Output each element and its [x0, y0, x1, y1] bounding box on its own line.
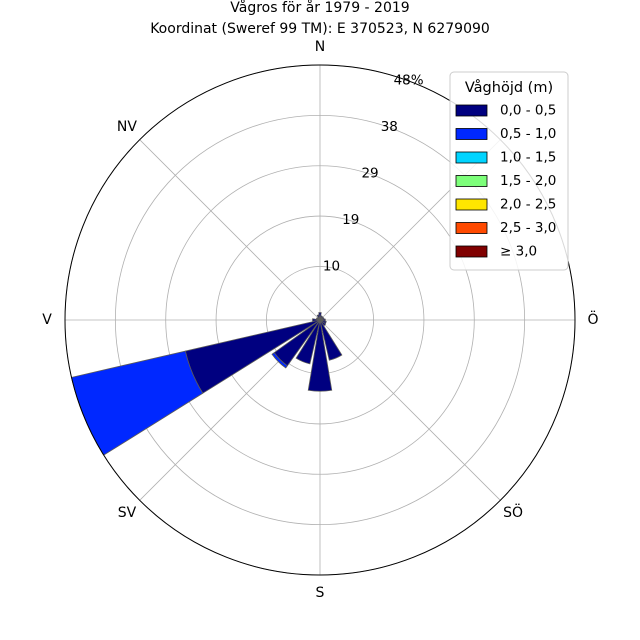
radial-tick-label: 10 [323, 259, 340, 275]
rose-bar [319, 319, 327, 327]
grid-ring [215, 215, 425, 425]
radial-tick-label: 19 [342, 212, 359, 228]
direction-label: SV [118, 505, 137, 521]
rose-bar [318, 312, 322, 321]
direction-label: SÖ [503, 503, 523, 521]
radial-tick-label: 29 [361, 165, 378, 181]
rose-bar [319, 319, 343, 361]
legend-label: 2,0 - 2,5 [500, 197, 556, 213]
radial-tick-label: 38 [381, 119, 398, 135]
direction-label: NV [117, 119, 137, 135]
rose-bar [307, 319, 333, 392]
rose-bar [71, 350, 204, 456]
grid-spoke [319, 319, 501, 501]
rose-bar [312, 318, 321, 322]
rose-bar [316, 314, 321, 321]
grid-ring [165, 165, 475, 475]
grid-spoke [139, 139, 321, 321]
legend-label: 0,0 - 0,5 [500, 103, 556, 119]
grid-ring [114, 114, 526, 526]
legend-swatch [455, 104, 488, 117]
legend-entries: 0,0 - 0,5 0,5 - 1,0 1,0 - 1,5 1,5 - 2,0 2,0 … [455, 103, 556, 260]
radial-tick-label: 48% [394, 72, 424, 88]
legend: Våghöjd (m) 0,0 - 0,5 0,5 - 1,0 1,0 - 1,5 1… [449, 71, 569, 271]
rose-bar [295, 319, 321, 365]
legend-label: ≥ 3,0 [500, 244, 537, 260]
legend-label: 0,5 - 1,0 [500, 126, 556, 142]
rose-bar [271, 352, 288, 369]
chart-title: Vågros för år 1979 - 2019 [230, 0, 409, 16]
rose-bars [71, 312, 343, 456]
chart-subtitle: Koordinat (Sweref 99 TM): E 370523, N 62… [150, 21, 490, 37]
legend-title: Våghöjd (m) [465, 79, 553, 96]
axis-labels: N NV V SV S SÖ Ö 10 19 29 38 48% [42, 39, 598, 601]
direction-label: V [42, 312, 52, 328]
legend-frame [449, 71, 569, 271]
direction-label: N [315, 39, 325, 55]
legend-label: 1,5 - 2,0 [500, 173, 556, 189]
legend-swatch [455, 245, 488, 258]
legend-swatch [455, 128, 488, 140]
legend-swatch [455, 198, 488, 211]
legend-label: 2,5 - 3,0 [500, 220, 556, 236]
legend-label: 1,0 - 1,5 [500, 150, 556, 166]
direction-label: S [316, 585, 325, 601]
legend-swatch [455, 151, 488, 164]
legend-swatch [455, 175, 488, 187]
legend-swatch [455, 222, 488, 234]
direction-label: Ö [587, 310, 598, 328]
polar-frame [64, 64, 576, 576]
